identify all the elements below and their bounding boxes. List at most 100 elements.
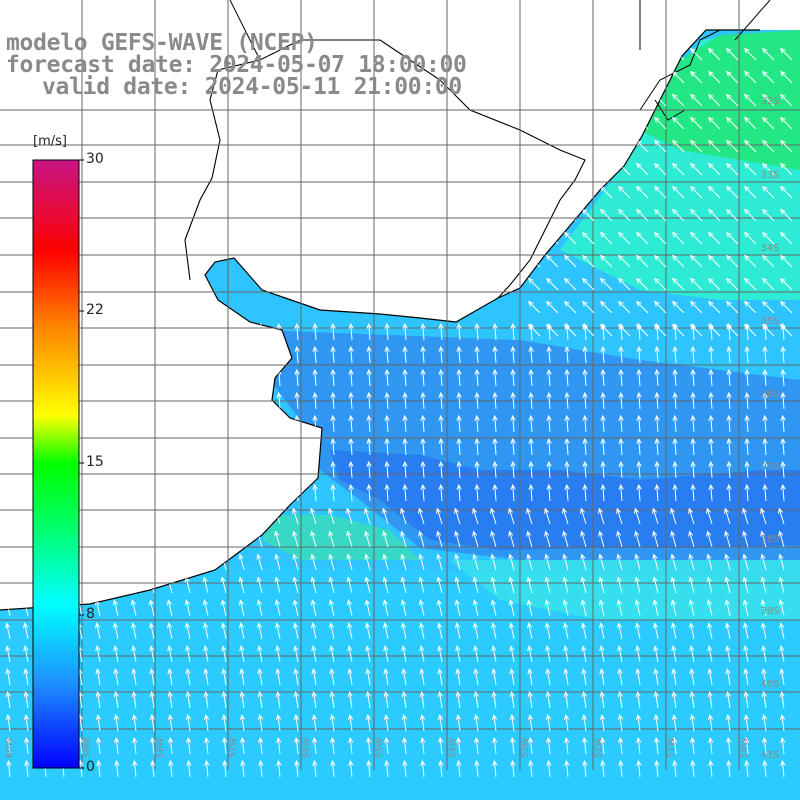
wind-arrow — [492, 483, 498, 502]
wind-arrow — [688, 507, 695, 525]
wind-arrow — [526, 553, 533, 571]
wind-arrow — [726, 460, 732, 479]
wind-arrow — [22, 553, 29, 571]
wind-arrow — [113, 668, 119, 686]
wind-arrow — [131, 691, 137, 709]
wind-arrow — [708, 437, 714, 456]
wind-arrow — [130, 576, 137, 594]
wind-arrow — [438, 322, 444, 341]
wind-arrow — [402, 437, 408, 456]
wind-arrow — [168, 414, 174, 433]
wind-arrow — [780, 736, 786, 755]
wind-arrow — [168, 483, 174, 502]
wind-arrow — [131, 668, 137, 686]
wind-arrow — [4, 530, 11, 548]
wind-arrow — [599, 139, 613, 153]
wind-arrow — [168, 368, 174, 387]
wind-arrow — [348, 368, 354, 387]
wind-arrow — [581, 622, 587, 640]
wind-arrow — [671, 691, 677, 709]
wind-arrow — [384, 759, 390, 778]
wind-arrow — [600, 460, 606, 479]
wind-arrow — [311, 645, 317, 663]
wind-arrow — [724, 553, 731, 571]
wind-arrow — [402, 460, 408, 479]
wind-arrow — [204, 736, 210, 755]
wind-arrow — [114, 368, 120, 387]
wind-arrow — [437, 622, 443, 640]
wind-arrow — [221, 691, 227, 709]
wind-arrow — [382, 576, 389, 594]
wind-arrow — [599, 116, 613, 130]
wind-arrow — [113, 714, 120, 732]
wind-arrow — [401, 622, 407, 640]
wind-arrow — [654, 759, 660, 778]
wind-arrow — [671, 254, 685, 268]
wind-arrow — [653, 691, 659, 709]
wind-arrow — [725, 323, 739, 337]
wind-arrow — [778, 599, 785, 617]
wind-arrow — [6, 736, 12, 755]
wind-arrow — [636, 437, 642, 456]
wind-arrow — [779, 691, 785, 709]
wind-arrow — [672, 759, 678, 778]
wind-arrow — [130, 553, 137, 571]
wind-arrow — [527, 668, 533, 686]
wind-arrow — [527, 622, 533, 640]
wind-arrow — [563, 231, 577, 245]
wind-arrow — [725, 93, 739, 107]
wind-arrow — [707, 645, 713, 663]
wind-arrow — [689, 323, 703, 337]
wind-arrow — [762, 368, 768, 387]
wind-arrow — [598, 576, 605, 594]
wind-arrow — [238, 576, 245, 594]
wind-arrow — [707, 622, 713, 640]
wind-arrow — [184, 507, 191, 525]
wind-arrow — [725, 116, 739, 130]
wind-arrow — [652, 530, 659, 548]
wind-arrow — [671, 231, 685, 245]
wind-arrow — [743, 162, 757, 176]
wind-arrow — [148, 553, 155, 571]
wind-arrow — [599, 47, 613, 61]
wind-arrow — [276, 460, 282, 479]
wind-arrow — [330, 391, 336, 410]
wind-arrow — [779, 93, 793, 107]
wind-arrow — [528, 414, 534, 433]
wind-arrow — [706, 576, 713, 594]
wind-arrow — [420, 368, 426, 387]
wind-arrow — [329, 622, 335, 640]
wind-arrow — [780, 391, 786, 410]
wind-arrow — [456, 391, 462, 410]
wind-arrow — [346, 507, 353, 525]
wind-arrow — [258, 345, 264, 364]
wind-arrow — [293, 691, 299, 709]
estuary-outline — [184, 39, 586, 299]
wind-arrow — [131, 714, 138, 732]
wind-arrow — [419, 668, 425, 686]
wind-arrow — [761, 668, 767, 686]
wind-arrow — [276, 414, 282, 433]
wind-arrow — [743, 185, 757, 199]
wind-arrow — [634, 530, 641, 548]
wind-arrow — [365, 714, 372, 732]
wind-arrow — [617, 185, 631, 199]
wind-arrow — [474, 322, 480, 341]
wind-arrow — [438, 391, 444, 410]
wind-arrow — [366, 437, 372, 456]
wind-arrow — [167, 622, 173, 640]
wind-arrow — [149, 622, 155, 640]
wind-arrow — [78, 460, 84, 479]
wind-arrow — [420, 322, 426, 341]
wind-arrow — [168, 345, 174, 364]
wind-arrow — [689, 70, 703, 84]
wind-arrow — [564, 437, 570, 456]
wind-arrow — [6, 759, 12, 778]
wind-arrow — [690, 345, 696, 364]
wind-arrow — [510, 437, 516, 456]
wind-arrow — [366, 322, 372, 341]
wind-arrow — [689, 668, 695, 686]
wind-arrow — [364, 507, 371, 525]
latitude-label: 32S — [760, 96, 779, 107]
wind-arrow — [744, 391, 750, 410]
